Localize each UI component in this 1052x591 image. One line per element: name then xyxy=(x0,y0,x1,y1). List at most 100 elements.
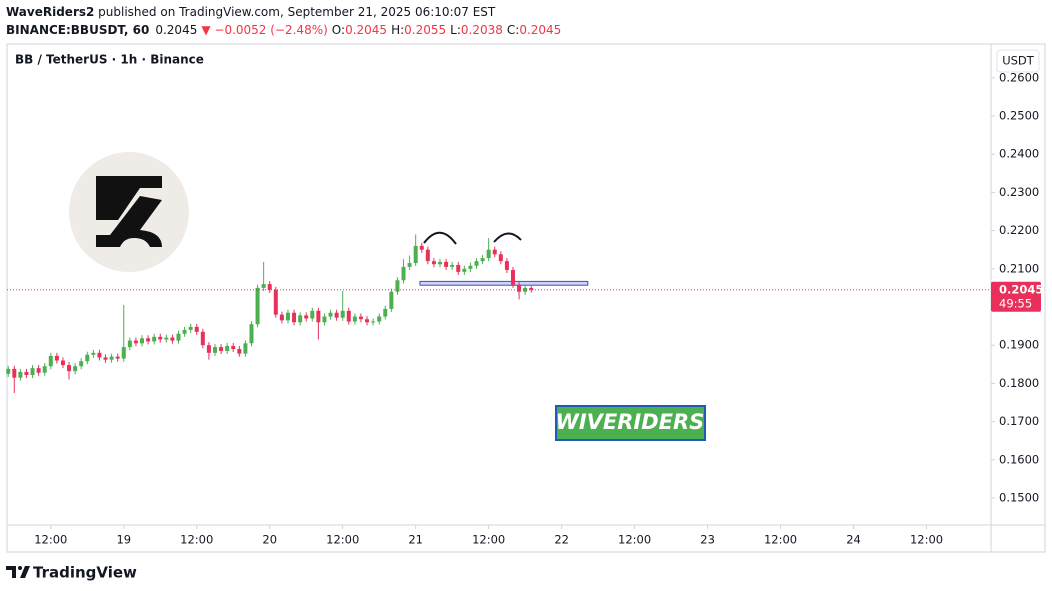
candle-body xyxy=(121,347,126,359)
candle-body xyxy=(261,284,266,288)
candle-body xyxy=(188,326,193,330)
candle-body xyxy=(358,316,363,320)
candle-body xyxy=(273,289,278,315)
c-label: C: xyxy=(507,23,519,37)
support-zone xyxy=(419,280,589,286)
candle-body xyxy=(91,352,96,355)
candle-body xyxy=(510,269,515,285)
header-line-1: WaveRiders2 published on TradingView.com… xyxy=(6,5,496,19)
pattern-arc xyxy=(493,232,522,243)
c-value: 0.2045 xyxy=(519,23,561,37)
y-tick-label: 0.2200 xyxy=(999,223,1039,237)
currency-badge[interactable] xyxy=(996,49,1040,73)
candle-body xyxy=(480,258,485,262)
candle-body xyxy=(54,355,59,361)
x-tick-label: 21 xyxy=(408,533,423,547)
candle-body xyxy=(158,336,163,340)
candle-body xyxy=(310,310,315,319)
plot: 0.1500 0.1600 0.1700 0.1800 0.1900 0.2100 0.22… xyxy=(6,70,1039,547)
candle-body xyxy=(109,356,114,360)
x-tick-label: 12:00 xyxy=(34,533,67,547)
header-line-2: BINANCE:BBUSDT, 60 0.2045 ▼ −0.0052 (−2.48… xyxy=(6,23,561,37)
candle-body xyxy=(79,361,84,367)
candle-body xyxy=(255,287,260,325)
candle-body xyxy=(304,315,309,319)
candle-body xyxy=(529,287,534,290)
candle-body xyxy=(267,284,272,290)
y-tick-label: 0.1600 xyxy=(999,452,1039,466)
candle-body xyxy=(200,331,205,346)
candle-body xyxy=(115,356,120,359)
l-label: L: xyxy=(450,23,461,37)
x-tick-label: 22 xyxy=(554,533,569,547)
x-tick-label: 12:00 xyxy=(618,533,651,547)
price: 0.2045 xyxy=(155,23,197,37)
candle-body xyxy=(146,338,151,342)
candle-body xyxy=(6,368,11,374)
candle-body xyxy=(401,266,406,281)
publish-info: published on TradingView.com, September … xyxy=(94,5,496,19)
footer-logo-dot xyxy=(18,566,22,570)
chart-frame xyxy=(6,43,1046,553)
logo xyxy=(69,152,189,272)
candle-body xyxy=(249,324,254,344)
candle-body xyxy=(377,316,382,322)
candle-body xyxy=(340,310,345,318)
candle-body xyxy=(279,314,284,321)
candle-body xyxy=(85,354,90,362)
candle-body xyxy=(438,261,443,265)
chart-title: BB / TetherUS · 1h · Binance xyxy=(15,53,204,67)
y-tick-label: 0.2600 xyxy=(999,70,1039,84)
candle-body xyxy=(194,326,199,332)
candle-body xyxy=(383,308,388,317)
candle-body xyxy=(474,261,479,266)
l-value: 0.2038 xyxy=(461,23,503,37)
x-tick-label: 12:00 xyxy=(472,533,505,547)
candle-body xyxy=(67,365,72,372)
candle-body xyxy=(176,333,181,341)
candle-body xyxy=(36,368,41,373)
candle-body xyxy=(73,366,78,372)
footer: TradingView xyxy=(6,564,137,582)
candle-body xyxy=(334,312,339,318)
x-tick-label: 12:00 xyxy=(910,533,943,547)
y-tick-label: 0.2100 xyxy=(999,261,1039,275)
candle-body xyxy=(212,347,217,353)
y-tick-label: 0.1700 xyxy=(999,414,1039,428)
candle-body xyxy=(219,347,224,351)
candle-body xyxy=(97,352,102,358)
candle-body xyxy=(504,261,509,270)
logo-bottom xyxy=(96,196,162,247)
last-price-label: 0.2045 xyxy=(999,282,1043,296)
x-tick-label: 20 xyxy=(262,533,277,547)
o-label: O: xyxy=(332,23,345,37)
y-tick-label: 0.2300 xyxy=(999,185,1039,199)
x-tick-label: 12:00 xyxy=(180,533,213,547)
candle-body xyxy=(24,371,29,375)
logo-top xyxy=(96,176,162,220)
symbol: BINANCE:BBUSDT, 60 xyxy=(6,23,149,37)
candle-body xyxy=(523,287,528,292)
y-tick-label: 0.1900 xyxy=(999,338,1039,352)
candle-body xyxy=(127,340,132,348)
author: WaveRiders2 xyxy=(6,5,94,19)
pattern-arc xyxy=(423,231,457,245)
candle-body xyxy=(182,329,187,334)
candle-body xyxy=(103,357,108,360)
last-price-tag xyxy=(991,281,1041,312)
y-tick-label: 0.2500 xyxy=(999,109,1039,123)
candle-body xyxy=(462,268,467,272)
x-tick-label: 12:00 xyxy=(764,533,797,547)
candle-body xyxy=(298,315,303,323)
candle-body xyxy=(292,312,297,323)
candle-body xyxy=(231,345,236,350)
candle-body xyxy=(164,337,169,340)
candle-body xyxy=(492,249,497,255)
candle-body xyxy=(152,336,157,342)
y-tick-label: 0.1500 xyxy=(999,490,1039,504)
candle-body xyxy=(389,291,394,309)
y-tick-label: 0.1800 xyxy=(999,376,1039,390)
candle-body xyxy=(468,265,473,269)
o-value: 0.2045 xyxy=(345,23,387,37)
